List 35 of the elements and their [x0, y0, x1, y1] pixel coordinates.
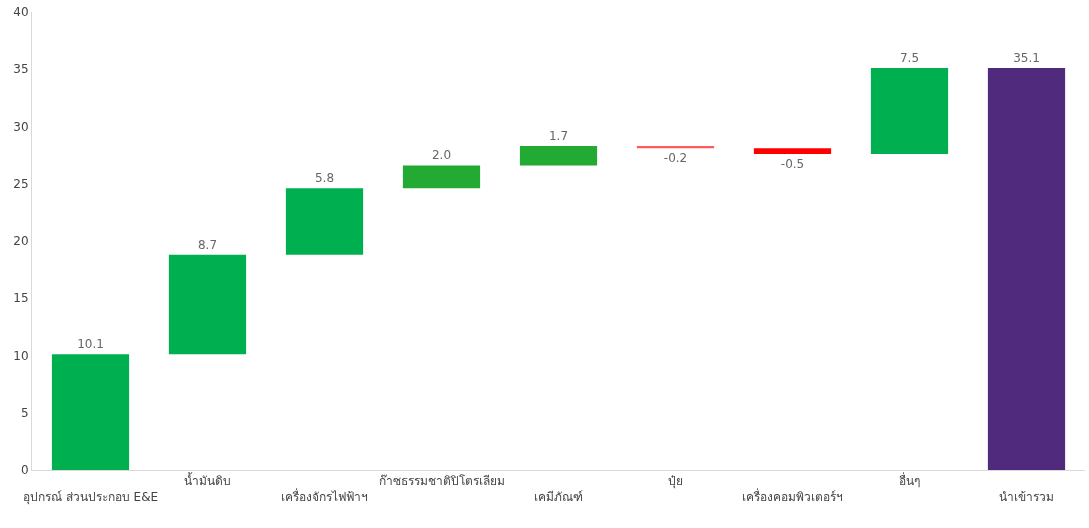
x-tick-label: นำเข้ารวม: [999, 490, 1054, 504]
data-label: 1.7: [548, 128, 569, 143]
data-label: -0.2: [663, 151, 688, 166]
y-tick-label: 30: [13, 119, 29, 134]
x-tick-label: ก๊าซธรรมชาติปิโตรเลียม: [378, 474, 505, 489]
bar: [285, 188, 364, 255]
data-label: -0.5: [780, 156, 805, 171]
bar: [987, 68, 1066, 470]
bar: [168, 254, 247, 355]
bar: [51, 354, 130, 470]
y-tick-label: 40: [13, 5, 29, 20]
data-label: 5.8: [314, 171, 335, 186]
y-tick-label: 5: [20, 405, 29, 420]
y-tick-label: 15: [13, 291, 29, 306]
x-tick-label: เครื่องจักรไฟฟ้าฯ: [281, 488, 368, 504]
bar: [519, 145, 598, 166]
x-tick-label: อื่นๆ: [899, 472, 920, 489]
x-tick-label: น้ำมันดิบ: [184, 472, 231, 489]
y-tick-label: 10: [13, 348, 29, 363]
y-tick-label: 25: [13, 176, 29, 191]
x-tick-label: อุปกรณ์ ส่วนประกอบ E&E: [22, 490, 159, 505]
data-label: 2.0: [431, 148, 452, 163]
x-tick-label: เครื่องคอมพิวเตอร์ฯ: [742, 488, 843, 504]
y-tick-label: 0: [20, 463, 29, 478]
data-label: 7.5: [899, 51, 920, 66]
x-tick-label: เคมีภัณฑ์: [534, 490, 583, 504]
bar: [753, 148, 832, 154]
x-tick-label: ปุ๋ย: [668, 474, 683, 490]
data-label: 35.1: [1013, 51, 1040, 66]
data-label: 10.1: [77, 337, 104, 352]
y-tick-label: 20: [13, 234, 29, 249]
bar: [402, 165, 481, 189]
y-tick-label: 35: [13, 62, 29, 77]
bar: [870, 68, 949, 154]
data-label: 8.7: [197, 237, 218, 252]
